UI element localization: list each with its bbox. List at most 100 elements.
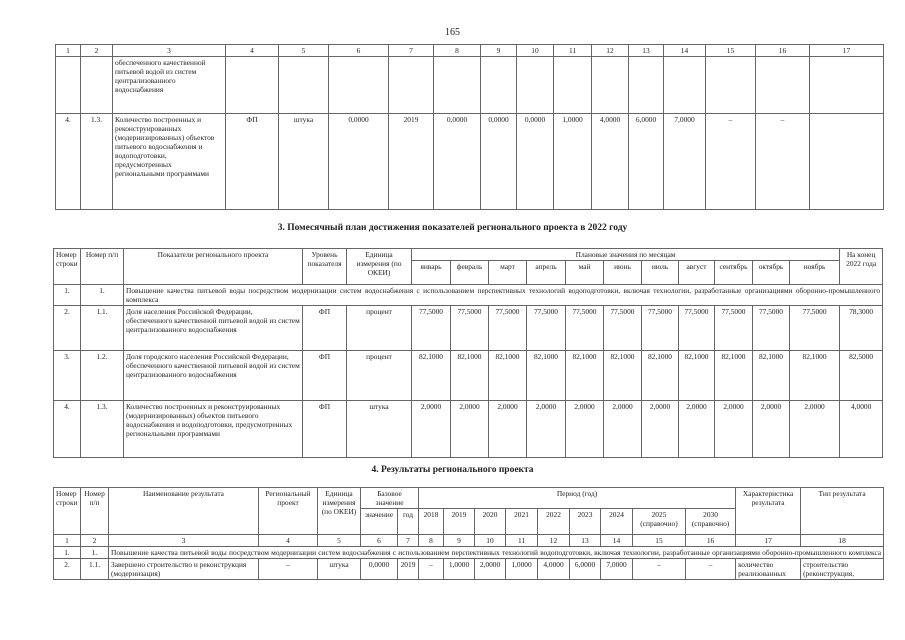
table-cell: – xyxy=(755,113,810,210)
header-result-name: Наименование результата xyxy=(108,487,259,535)
goal-text: Повышение качества питьевой воды посредс… xyxy=(122,284,884,306)
column-number: 13 xyxy=(628,44,664,57)
period-value: 2,0000 xyxy=(474,558,506,580)
row-pp: 1.1. xyxy=(80,558,109,580)
header-indicators: Показатели регионального проекта xyxy=(123,248,303,285)
period-value: 6,0000 xyxy=(569,558,601,580)
header-period: Период (год) xyxy=(417,487,737,509)
column-number: 4 xyxy=(225,44,279,57)
table-cell: 7,0000 xyxy=(663,113,706,210)
result-name: Завершено строительство и реконструкция … xyxy=(108,558,259,580)
page-number: 165 xyxy=(445,27,460,38)
column-number: 5 xyxy=(317,534,361,547)
months-header-row: январь февраль март апрель май июнь июль август… xyxy=(54,260,883,285)
results-table: Номер строки Номер п/п Наименование резу… xyxy=(53,487,885,580)
period-value: – xyxy=(418,558,444,580)
result-type: строительство (реконструкция, xyxy=(800,558,885,580)
table-cell: 4,0000 xyxy=(591,113,629,210)
table-cell xyxy=(755,56,810,114)
month-value: 2,0000 xyxy=(714,400,753,458)
column-number: 16 xyxy=(684,534,737,547)
end-of-year-value: 78,3000 xyxy=(839,305,884,351)
month-header: октябрь xyxy=(752,260,790,285)
end-of-year-value: 4,0000 xyxy=(839,400,884,458)
year-header: 2019 xyxy=(443,508,475,535)
month-value: 82,1000 xyxy=(603,350,642,401)
month-value: 77,5000 xyxy=(411,305,451,351)
month-value: 82,1000 xyxy=(565,350,604,401)
month-value: 82,1000 xyxy=(678,350,715,401)
month-value: 2,0000 xyxy=(788,400,841,458)
month-header: апрель xyxy=(526,260,566,285)
table-cell: 2019 xyxy=(388,113,434,210)
table-row: 3. 1.2. Доля городского населения Российск… xyxy=(53,350,884,401)
month-header: ноябрь xyxy=(788,260,841,285)
column-number: 4 xyxy=(258,534,318,547)
column-number: 12 xyxy=(537,534,570,547)
section-4-title: 4. Результаты регионального проекта xyxy=(371,465,534,475)
period-value: 7,0000 xyxy=(600,558,633,580)
base-year: 2019 xyxy=(397,558,419,580)
header-base-value-value: значение xyxy=(360,508,398,535)
header-end-of-year: На конец 2022 года xyxy=(839,248,884,285)
column-number-row: 1 2 3 4 5 6 7 8 9 10 11 12 13 14 15 16 17 xyxy=(55,44,884,57)
month-value: 77,5000 xyxy=(603,305,642,351)
month-value: 82,1000 xyxy=(488,350,527,401)
goal-row: 1. 1. Повышение качества питьевой воды п… xyxy=(53,284,884,306)
unit: штука xyxy=(346,400,412,458)
header-regional-project: Региональный проект xyxy=(258,487,318,535)
table-cell xyxy=(663,56,706,114)
row-number: 1. xyxy=(53,546,81,559)
month-value: 82,1000 xyxy=(526,350,566,401)
month-value: 2,0000 xyxy=(641,400,679,458)
month-value: 77,5000 xyxy=(678,305,715,351)
column-number: 14 xyxy=(663,44,706,57)
indicator-level: ФП xyxy=(302,305,347,351)
column-number: 8 xyxy=(418,534,444,547)
table-cell: штука xyxy=(278,113,329,210)
column-number-row: 1 2 3 4 5 6 7 8 9 10 11 12 13 14 15 16 17 18 xyxy=(53,534,885,547)
header-pp: Номер п/п xyxy=(80,248,124,285)
table-cell xyxy=(809,56,884,114)
period-value: 1,0000 xyxy=(443,558,475,580)
column-number: 11 xyxy=(553,44,592,57)
month-value: 77,5000 xyxy=(641,305,679,351)
month-value: 2,0000 xyxy=(678,400,715,458)
column-number: 3 xyxy=(112,44,226,57)
month-value: 82,1000 xyxy=(411,350,451,401)
header-row-number: Номер строки xyxy=(53,487,81,535)
end-of-year-value: 82,5000 xyxy=(839,350,884,401)
row-pp: 1. xyxy=(80,284,124,306)
column-number: 7 xyxy=(397,534,419,547)
unit: процент xyxy=(346,350,412,401)
indicator-name: Количество построенных и реконструирован… xyxy=(112,113,226,210)
row-pp: 1.1. xyxy=(80,305,124,351)
column-number: 18 xyxy=(800,534,885,547)
unit: штука xyxy=(317,558,361,580)
period-value: – xyxy=(632,558,686,580)
column-number: 6 xyxy=(328,44,389,57)
month-value: 77,5000 xyxy=(526,305,566,351)
table-row: 4. 1.3. Количество построенных и реконстру… xyxy=(55,113,884,210)
column-number: 11 xyxy=(505,534,538,547)
table-cell xyxy=(328,56,389,114)
row-pp: 1.3. xyxy=(80,400,124,458)
year-header: 2022 xyxy=(537,508,570,535)
month-value: 77,5000 xyxy=(488,305,527,351)
year-header: 2018 xyxy=(418,508,444,535)
row-pp: 1. xyxy=(80,546,109,559)
column-number: 5 xyxy=(278,44,329,57)
month-value: 82,1000 xyxy=(450,350,489,401)
goal-text: Повышение качества питьевой воды посредс… xyxy=(107,546,885,559)
month-value: 82,1000 xyxy=(714,350,753,401)
month-value: 77,5000 xyxy=(752,305,790,351)
month-value: 82,1000 xyxy=(788,350,841,401)
row-pp: 1.2. xyxy=(80,350,124,401)
month-value: 77,5000 xyxy=(788,305,841,351)
table-cell xyxy=(55,56,81,114)
table-cell: 6,0000 xyxy=(628,113,664,210)
month-value: 77,5000 xyxy=(450,305,489,351)
table-cell xyxy=(225,56,279,114)
month-value: 2,0000 xyxy=(526,400,566,458)
